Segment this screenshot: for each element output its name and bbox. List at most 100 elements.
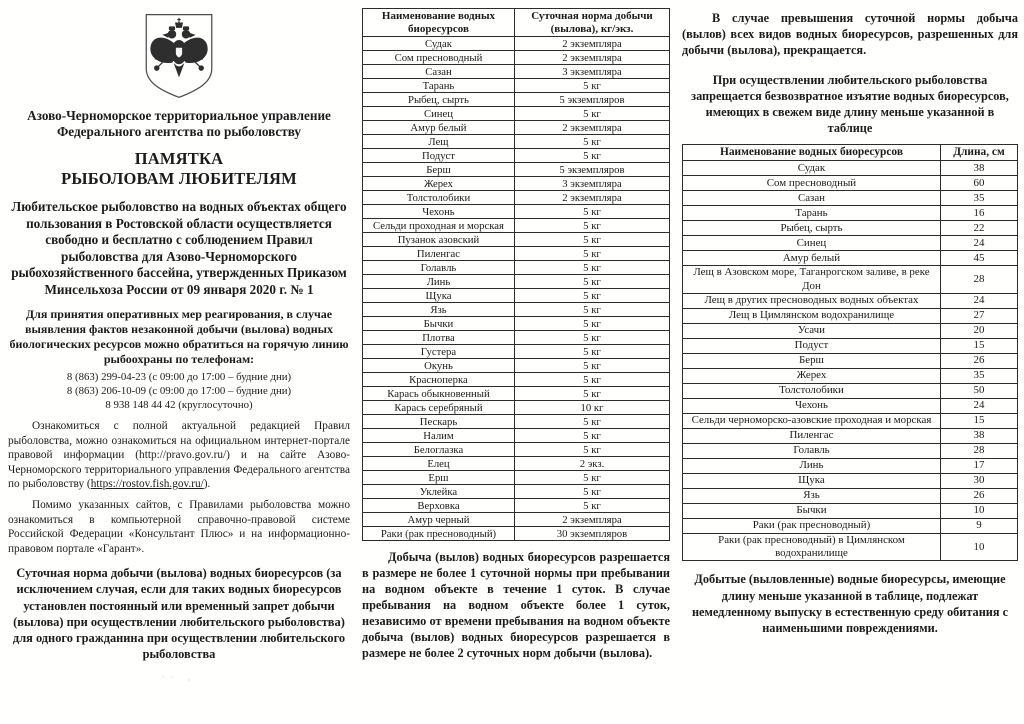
table-row: Раки (рак пресноводный) в Цимлянском вод…	[682, 532, 1019, 562]
table-cell: Щука	[682, 472, 941, 489]
table-cell: Жерех	[682, 367, 941, 384]
table-row: Бычки 5 кг	[362, 316, 671, 332]
table-cell: Тарань	[682, 205, 941, 222]
table-cell: 5 кг	[513, 316, 671, 332]
doc-title-line1: ПАМЯТКА	[134, 149, 224, 169]
daily-norm-heading: Суточная норма добычи (вылова) водных би…	[12, 566, 346, 661]
table-cell: 15	[939, 337, 1019, 354]
pravo-link[interactable]: http://pravo.gov.ru/	[139, 449, 227, 462]
rules-paragraph: Ознакомиться с полной актуальной редакци…	[8, 419, 350, 491]
table-row: Амур белый 45	[682, 250, 1019, 267]
table-cell: Налим	[362, 428, 515, 444]
table-cell: 5 кг	[513, 470, 671, 486]
table-cell: 10	[939, 502, 1019, 519]
table-cell: Голавль	[362, 260, 515, 276]
table-row: Голавль 5 кг	[362, 260, 671, 276]
table-cell: Бычки	[362, 316, 515, 332]
catch-norm-table-body: Судак 2 экземпляра Сом пресноводный 2 экзем…	[362, 36, 671, 542]
table-cell: 5 кг	[513, 246, 671, 262]
table-row: Синец 5 кг	[362, 106, 671, 122]
table-cell: 5 кг	[513, 148, 671, 164]
table-cell: 5 кг	[513, 372, 671, 388]
table-cell: 5 кг	[513, 386, 671, 402]
table-cell: Сом пресноводный	[682, 175, 941, 192]
table-cell: Чехонь	[362, 204, 515, 220]
table-cell: 30	[939, 472, 1019, 489]
table-row: Тарань 5 кг	[362, 78, 671, 94]
table-cell: 5 кг	[513, 344, 671, 360]
table-cell: Подуст	[682, 337, 941, 354]
table-cell: Тарань	[362, 78, 515, 94]
table-row: Берш 5 экземпляров	[362, 162, 671, 178]
table-row: Подуст 15	[682, 337, 1019, 354]
table-cell: 22	[939, 220, 1019, 237]
table-cell: 38	[939, 427, 1019, 444]
phone-number: 8 (863) 206-10-09 (с 09:00 до 17:00 – бу…	[66, 385, 292, 398]
table-cell: 45	[939, 250, 1019, 267]
table-row: Елец 2 экз.	[362, 456, 671, 472]
table-row: Уклейка 5 кг	[362, 484, 671, 500]
left-column: Азово-Черноморское территориальное управ…	[8, 6, 350, 720]
table-row: Пиленгас 38	[682, 427, 1019, 444]
table-cell: 2 экземпляра	[513, 36, 671, 52]
table-row: Ерш 5 кг	[362, 470, 671, 486]
table-row: Рыбец, сырть 5 экземпляров	[362, 92, 671, 108]
table-cell: Толстолобики	[682, 382, 941, 399]
table-cell: Берш	[362, 162, 515, 178]
table-cell: Густера	[362, 344, 515, 360]
table-cell: 5 экземпляров	[513, 162, 671, 178]
table-header-row: Наименование водных биоресурсов Суточная…	[362, 7, 671, 38]
table-cell: Сазан	[362, 64, 515, 80]
table-row: Жерех 3 экземпляра	[362, 176, 671, 192]
table-cell: Синец	[682, 235, 941, 252]
table-cell: Окунь	[362, 358, 515, 374]
table-cell: 26	[939, 487, 1019, 504]
table-cell: Лещ	[362, 134, 515, 150]
release-paragraph: Добытые (выловленные) водные биоресурсы,…	[691, 572, 1009, 636]
table-cell: 20	[939, 322, 1019, 339]
table-row: Налим 5 кг	[362, 428, 671, 444]
table-cell: Судак	[682, 160, 941, 177]
table-row: Сом пресноводный 60	[682, 175, 1019, 192]
table-row: Язь 5 кг	[362, 302, 671, 318]
table-cell: Раки (рак пресноводный) в Цимлянском вод…	[682, 532, 941, 562]
table-cell: 50	[939, 382, 1019, 399]
table-row: Сазан 3 экземпляра	[362, 64, 671, 80]
table-cell: 27	[939, 307, 1019, 324]
table-cell: 30 экземпляров	[513, 526, 671, 542]
table-cell: 26	[939, 352, 1019, 369]
table-cell: 35	[939, 367, 1019, 384]
table-cell: Линь	[682, 457, 941, 474]
table-cell: Красноперка	[362, 372, 515, 388]
table-cell: 16	[939, 205, 1019, 222]
table-cell: 10	[939, 532, 1019, 562]
table-cell: 5 кг	[513, 414, 671, 430]
table-row: Пескарь 5 кг	[362, 414, 671, 430]
table-cell: 60	[939, 175, 1019, 192]
table-row: Красноперка 5 кг	[362, 372, 671, 388]
table-header-cell: Наименование водных биоресурсов	[682, 143, 941, 162]
table-row: Амур белый 2 экземпляра	[362, 120, 671, 136]
table-row: Густера 5 кг	[362, 344, 671, 360]
table-row: Подуст 5 кг	[362, 148, 671, 164]
table-cell: Судак	[362, 36, 515, 52]
table-header-row: Наименование водных биоресурсов Длина, с…	[682, 143, 1019, 162]
table-cell: Синец	[362, 106, 515, 122]
table-cell: 2 экземпляра	[513, 50, 671, 66]
table-row: Линь 5 кг	[362, 274, 671, 290]
table-row: Жерех 35	[682, 367, 1019, 384]
rules-text: Ознакомиться с полной актуальной редакци…	[8, 420, 350, 462]
rostov-fish-link[interactable]: https://rostov.fish.gov.ru/	[90, 478, 204, 491]
table-row: Окунь 5 кг	[362, 358, 671, 374]
table-cell: Толстолобики	[362, 190, 515, 206]
table-row: Щука 5 кг	[362, 288, 671, 304]
table-row: Линь 17	[682, 457, 1019, 474]
table-row: Лещ в Азовском море, Таганрогском заливе…	[682, 265, 1019, 294]
table-cell: Лещ в Цимлянском водохранилище	[682, 307, 941, 324]
table-cell: Рыбец, сырть	[682, 220, 941, 237]
table-cell: 3 экземпляра	[513, 176, 671, 192]
table-row: Чехонь 5 кг	[362, 204, 671, 220]
table-cell: 35	[939, 190, 1019, 207]
rules-text: ) и на сайте Азово-Черноморского террито…	[8, 449, 350, 491]
